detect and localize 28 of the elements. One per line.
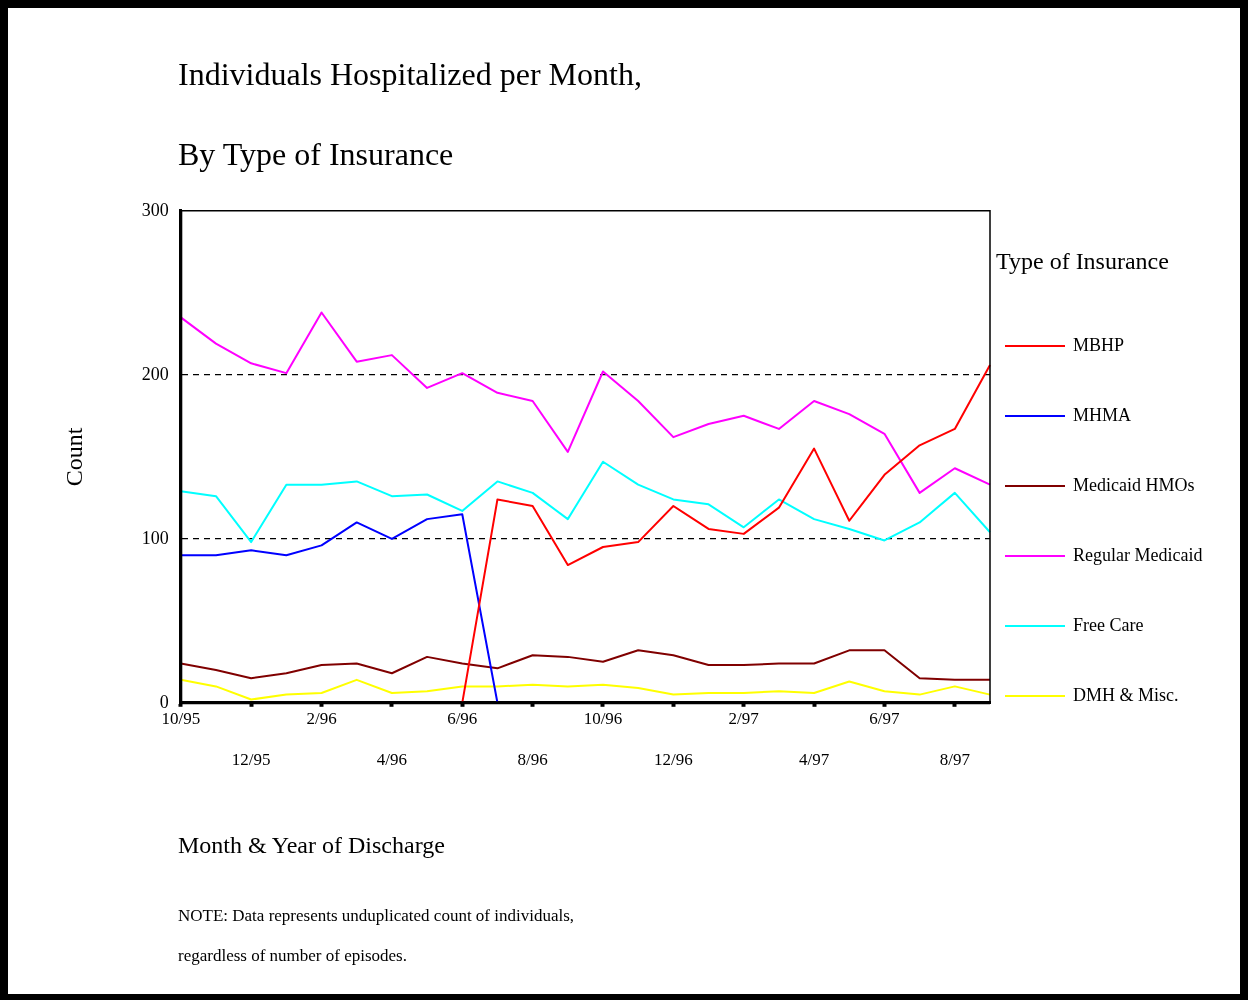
legend-label: MHMA xyxy=(1073,405,1132,426)
x-tick-label: 8/96 xyxy=(517,750,548,770)
y-tick-label: 300 xyxy=(141,199,169,220)
x-tick-label: 10/95 xyxy=(161,709,201,729)
x-tick-label: 2/96 xyxy=(306,709,337,729)
x-tick-label: 12/96 xyxy=(653,750,693,770)
text: NOTE: Data represents unduplicated count of individuals, regardless of number of episodes. xyxy=(178,906,575,965)
legend-title: Type of Insurance xyxy=(996,248,1170,275)
x-axis-title: Month & Year of Discharge xyxy=(178,832,445,859)
chart-subtitle: By Type of Insurance xyxy=(178,136,454,173)
y-tick-label: 0 xyxy=(159,691,169,712)
x-tick-label: 6/97 xyxy=(869,709,901,729)
x-tick-label: 4/97 xyxy=(798,750,830,770)
y-axis-title: Count xyxy=(60,427,87,487)
x-tick-label: 6/96 xyxy=(447,709,478,729)
y-tick-label: 100 xyxy=(141,527,169,548)
legend-label: DMH & Misc. xyxy=(1073,685,1179,706)
x-tick-label: 4/96 xyxy=(376,750,408,770)
chart-title: Individuals Hospitalized per Month, xyxy=(178,56,642,93)
legend-label: MBHP xyxy=(1073,335,1125,356)
y-tick-label: 200 xyxy=(141,363,169,384)
x-tick-label: 12/95 xyxy=(231,750,271,770)
legend-label: Regular Medicaid xyxy=(1073,545,1203,566)
legend-label: Free Care xyxy=(1073,615,1144,636)
x-tick-label: 2/97 xyxy=(728,709,760,729)
x-tick-label: 10/96 xyxy=(583,709,623,729)
legend-label: Medicaid HMOs xyxy=(1073,475,1195,496)
x-tick-label: 8/97 xyxy=(939,750,971,770)
